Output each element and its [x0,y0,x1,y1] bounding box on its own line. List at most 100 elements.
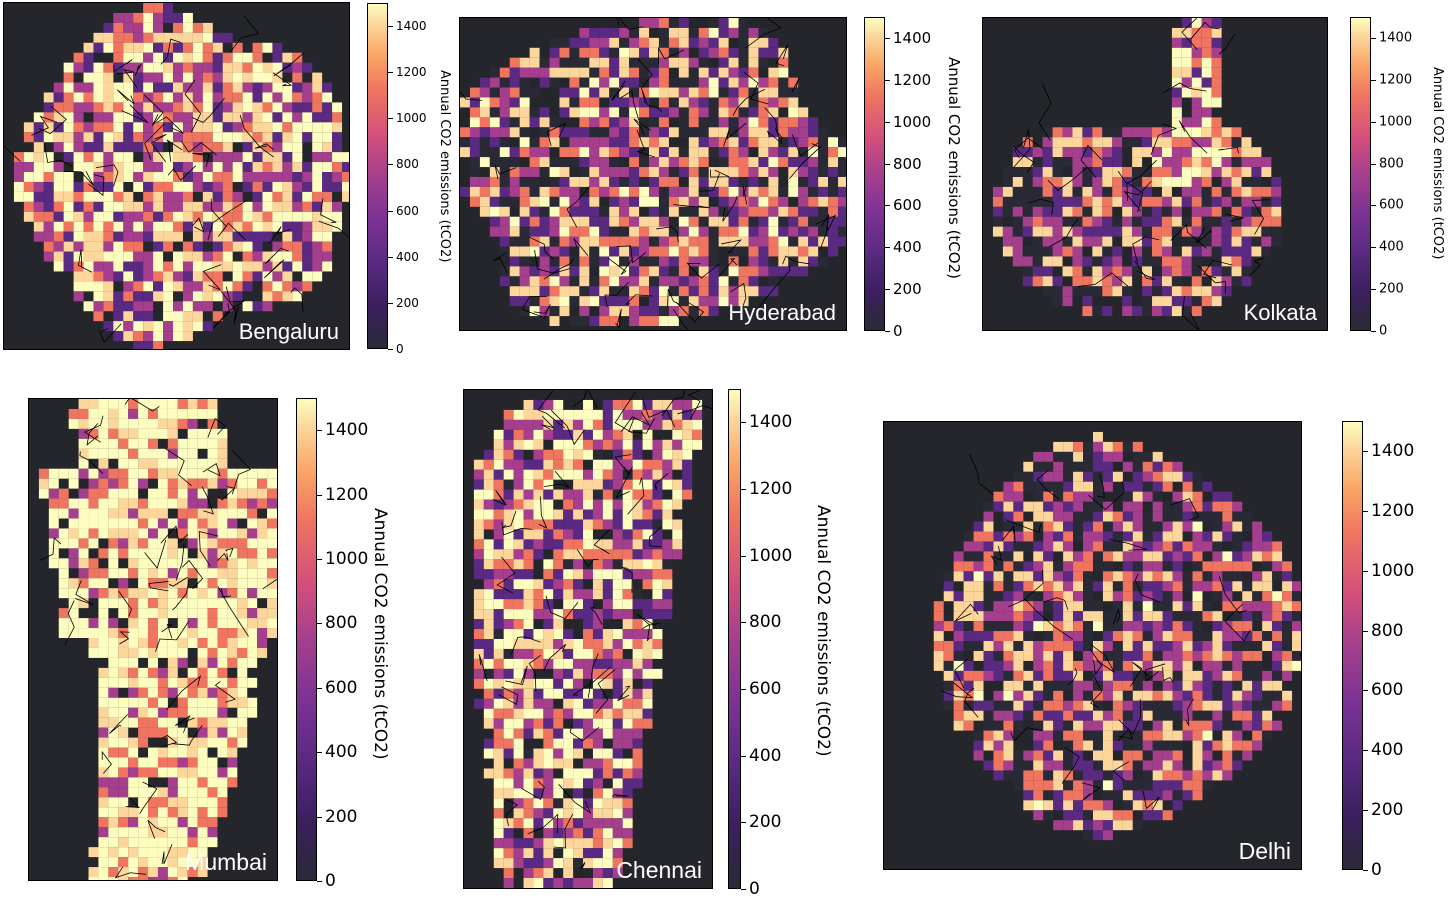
heat-cell [1053,502,1063,512]
heat-cell [974,561,984,571]
heat-cell [217,668,227,678]
heat-cell [629,167,639,177]
heat-cell [257,519,267,529]
heat-cell [818,256,828,266]
heat-cell [589,247,599,257]
heat-cell [623,798,633,808]
heat-cell [217,787,227,797]
heat-cell [778,217,788,227]
heat-cell [1143,561,1153,571]
heat-cell [460,137,470,147]
heat-cell [1192,296,1202,306]
heat-cell [1082,157,1092,167]
heat-cell [652,559,662,569]
heat-cell [1063,661,1073,671]
heat-cell [302,281,312,291]
heat-cell [1013,482,1023,492]
heat-cell [1202,197,1212,207]
heat-cell [689,237,699,247]
heat-cell [1163,581,1173,591]
heat-cell [559,58,569,68]
heat-cell [1053,631,1063,641]
heat-cell [98,499,108,509]
heat-cell [484,579,494,589]
heat-cell [510,237,520,247]
heat-cell [1152,286,1162,296]
heat-cell [272,281,282,291]
heat-cell [208,708,218,718]
heat-cell [1033,651,1043,661]
heat-cell [98,827,108,837]
heat-cell [609,28,619,38]
heatmap-bengaluru [4,3,349,349]
heat-cell [188,469,198,479]
heat-cell [494,749,504,759]
heat-cell [613,778,623,788]
heat-cell [692,420,702,430]
heat-cell [798,197,808,207]
heat-cell [1073,551,1083,561]
heat-cell [623,808,633,818]
heat-cell [1073,561,1083,571]
heat-cell [1133,741,1143,751]
heat-cell [559,177,569,187]
heat-cell [217,797,227,807]
heat-cell [1242,681,1252,691]
heat-cell [719,197,729,207]
heat-cell [123,172,133,182]
heat-cell [993,751,1003,761]
heat-cell [193,321,203,331]
heat-cell [133,92,143,102]
heat-cell [223,132,233,142]
heat-cell [138,867,148,877]
heat-cell [524,649,534,659]
heat-cell [282,53,292,63]
heat-cell [1182,88,1192,98]
heat-cell [633,739,643,749]
heat-cell [198,827,208,837]
heat-cell [778,117,788,127]
heat-cell [1093,432,1103,442]
heat-cell [593,749,603,759]
heat-cell [1053,276,1063,286]
heat-cell [108,479,118,489]
heat-cell [178,519,188,529]
heat-cell [709,78,719,88]
heat-cell [1232,197,1242,207]
heat-cell [579,177,589,187]
heat-cell [510,68,520,78]
heat-cell [1212,741,1222,751]
heat-cell [729,157,739,167]
heat-cell [729,217,739,227]
heat-cell [1202,78,1212,88]
heat-cell [267,558,277,568]
heat-cell [504,410,514,420]
heat-cell [689,147,699,157]
heat-cell [623,539,633,549]
heat-cell [163,13,173,23]
heat-cell [138,439,148,449]
heat-cell [974,581,984,591]
heat-cell [484,549,494,559]
heat-cell [543,510,553,520]
heat-cell [1113,711,1123,721]
heat-cell [974,551,984,561]
heat-cell [138,469,148,479]
heat-cell [1073,661,1083,671]
heat-cell [1222,247,1232,257]
heat-cell [237,738,247,748]
heat-cell [143,33,153,43]
heat-cell [1202,741,1212,751]
city-label: Bengaluru [239,319,339,345]
heat-cell [1103,522,1113,532]
heat-cell [312,83,322,93]
heat-cell [1133,571,1143,581]
heat-cell [138,668,148,678]
heat-cell [69,548,79,558]
heat-cell [540,296,550,306]
heat-cell [148,748,158,758]
heat-cell [84,192,94,202]
heat-cell [484,559,494,569]
heat-cell [1183,551,1193,561]
heat-cell [1103,671,1113,681]
